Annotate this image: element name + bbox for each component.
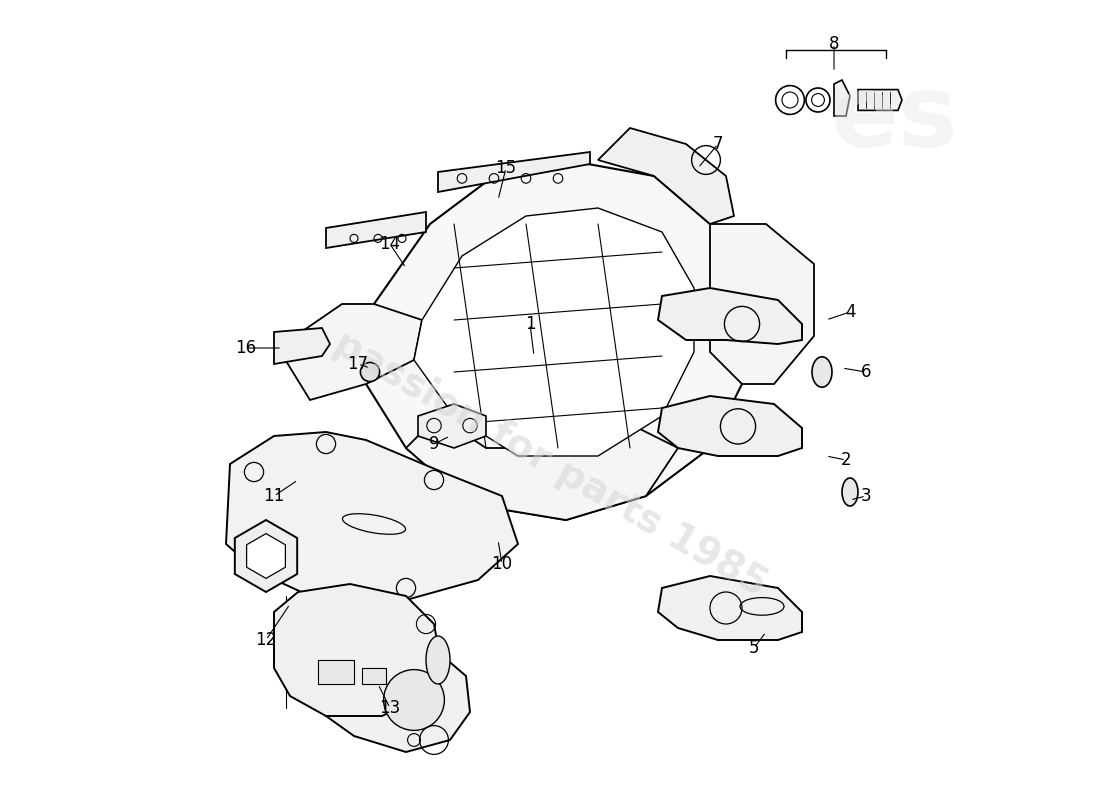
Text: 3: 3 [860,487,871,505]
Polygon shape [274,584,442,716]
Polygon shape [234,520,297,592]
Text: 6: 6 [860,363,871,381]
Polygon shape [362,668,386,684]
Text: 14: 14 [379,235,400,253]
Polygon shape [246,534,285,578]
Polygon shape [834,80,850,116]
Polygon shape [406,416,678,520]
Text: 13: 13 [379,699,400,717]
Text: 2: 2 [840,451,851,469]
Polygon shape [326,648,470,752]
Ellipse shape [812,357,832,387]
Text: 11: 11 [263,487,285,505]
Circle shape [384,670,444,730]
Text: 9: 9 [429,435,439,453]
Polygon shape [278,304,422,400]
Text: 5: 5 [749,639,759,657]
Polygon shape [598,128,734,224]
Polygon shape [658,396,802,456]
Text: 17: 17 [348,355,369,373]
Text: passion for parts 1985: passion for parts 1985 [327,324,773,604]
Text: 7: 7 [713,135,724,153]
Polygon shape [326,212,426,248]
Text: 12: 12 [255,631,276,649]
Polygon shape [366,160,750,520]
Ellipse shape [426,636,450,684]
Text: es: es [830,71,958,169]
Polygon shape [438,152,590,192]
Polygon shape [710,224,814,384]
Polygon shape [414,208,694,456]
Text: 15: 15 [495,159,517,177]
Text: 16: 16 [235,339,256,357]
Text: 1: 1 [525,315,536,333]
Polygon shape [658,576,802,640]
Text: 10: 10 [492,555,513,573]
Polygon shape [858,90,902,110]
Polygon shape [658,288,802,344]
Text: 8: 8 [828,35,839,53]
Polygon shape [274,328,330,364]
Text: 4: 4 [845,303,856,321]
Polygon shape [318,660,354,684]
Ellipse shape [842,478,858,506]
Polygon shape [418,404,486,448]
Circle shape [361,362,379,382]
Polygon shape [226,432,518,600]
